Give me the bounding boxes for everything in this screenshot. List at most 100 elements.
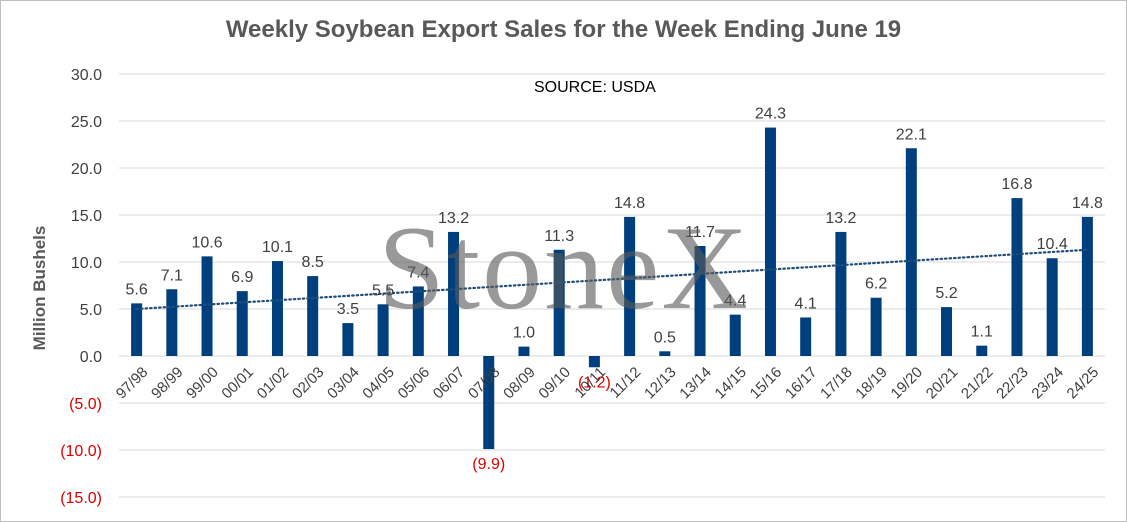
bar: [448, 231, 460, 356]
y-tick-label: 25.0: [71, 114, 102, 131]
bar: [941, 307, 953, 356]
bar: [166, 289, 178, 356]
bar: [694, 246, 706, 356]
data-label: 14.8: [1072, 195, 1103, 212]
source-note: SOURCE: USDA: [534, 79, 656, 96]
bar: [588, 356, 600, 368]
bar: [976, 345, 988, 356]
y-tick-label: (10.0): [60, 443, 102, 460]
bar: [729, 314, 741, 356]
bar: [271, 261, 283, 356]
x-tick-label: 17/18: [817, 364, 856, 403]
x-tick-label: 08/09: [500, 364, 539, 403]
x-tick-label: 09/10: [535, 364, 574, 403]
data-label: 16.8: [1001, 176, 1032, 193]
y-tick-label: 10.0: [71, 255, 102, 272]
data-label: 22.1: [896, 126, 927, 143]
x-tick-label: 03/04: [324, 364, 363, 403]
gridlines: [119, 73, 1105, 498]
bar: [659, 351, 671, 356]
x-tick-label: 14/15: [711, 364, 750, 403]
x-tick-label: 98/99: [148, 364, 187, 403]
bar: [131, 303, 143, 356]
bar: [1046, 258, 1058, 356]
bar: [624, 216, 636, 356]
data-label: 6.2: [865, 276, 887, 293]
data-label: 10.4: [1037, 236, 1068, 253]
x-tick-label: 06/07: [430, 364, 469, 403]
data-label: 8.5: [302, 254, 324, 271]
bar: [553, 249, 565, 356]
x-tick-label: 16/17: [782, 364, 821, 403]
x-tick-label: 05/06: [395, 364, 434, 403]
data-label: 6.9: [231, 269, 253, 286]
bar: [201, 256, 213, 356]
x-tick-label: 02/03: [289, 364, 328, 403]
bar: [1081, 216, 1093, 356]
data-label: 24.3: [755, 106, 786, 123]
y-tick-label: 20.0: [71, 161, 102, 178]
x-tick-label: 99/00: [183, 364, 222, 403]
data-label: 14.8: [614, 195, 645, 212]
data-labels: 5.6 7.1 10.6 6.9 10.1 8.5 3.5 5.5 7.4 13.2 (9.9) 1.…: [125, 106, 1103, 473]
x-tick-label: 97/98: [113, 364, 152, 403]
x-tick-label: 11/12: [607, 364, 645, 402]
data-label: 4.4: [724, 293, 746, 310]
bar: [905, 148, 917, 356]
x-tick-label: 12/13: [641, 364, 680, 403]
bar: [307, 276, 319, 356]
x-tick-label: 04/05: [359, 364, 398, 403]
x-tick-label: 01/02: [254, 364, 293, 403]
y-tick-label: (5.0): [69, 396, 102, 413]
data-label: 13.2: [825, 210, 856, 227]
y-tick-label: (15.0): [60, 490, 102, 507]
data-label: 7.4: [407, 264, 429, 281]
data-label: 1.0: [513, 325, 535, 342]
bar: [483, 356, 495, 450]
y-tick-label: 30.0: [71, 67, 102, 84]
x-tick-label: 00/01: [218, 364, 257, 403]
x-tick-label: 13/14: [676, 364, 715, 403]
bar: [835, 231, 847, 356]
x-tick-label: 20/21: [923, 364, 962, 403]
bar: [1011, 198, 1023, 356]
x-tick-label: 23/24: [1028, 364, 1067, 403]
data-label: 3.5: [337, 301, 359, 318]
data-label: (9.9): [472, 456, 505, 473]
bar: [518, 346, 530, 356]
y-tick-label: 0.0: [80, 349, 102, 366]
data-label: 7.1: [161, 267, 183, 284]
x-tick-label: 15/16: [747, 364, 786, 403]
data-label: 4.1: [795, 295, 817, 312]
trendline-layer: [135, 248, 1089, 311]
bar: [236, 291, 248, 356]
bar: [377, 304, 389, 356]
data-label: (1.2): [578, 374, 611, 391]
data-label: 1.1: [971, 324, 993, 341]
bar: [800, 317, 812, 356]
y-tick-label: 5.0: [80, 302, 102, 319]
y-axis-ticks: 30.0 25.0 20.0 15.0 10.0 5.0 0.0 (5.0) (10.0) (15…: [60, 67, 102, 507]
trendline: [135, 248, 1089, 311]
y-tick-label: 15.0: [71, 208, 102, 225]
bar: [412, 286, 424, 356]
x-tick-label: 21/22: [958, 364, 997, 403]
data-label: 0.5: [654, 329, 676, 346]
data-label: 11.3: [544, 228, 574, 245]
x-tick-label: 19/20: [888, 364, 927, 403]
data-label: 11.7: [685, 224, 715, 241]
data-label: 5.6: [125, 281, 147, 298]
bar: [870, 297, 882, 356]
bar: [342, 323, 354, 356]
data-label: 5.5: [372, 282, 394, 299]
x-tick-label: 22/23: [993, 364, 1032, 403]
bar: [764, 127, 776, 356]
data-label: 13.2: [438, 210, 469, 227]
bars: [131, 127, 1093, 450]
data-label: 10.1: [262, 239, 293, 256]
x-tick-label: 24/25: [1064, 364, 1103, 403]
x-tick-label: 18/19: [852, 364, 891, 403]
data-label: 5.2: [935, 285, 957, 302]
chart-title: Weekly Soybean Export Sales for the Week…: [225, 16, 902, 43]
